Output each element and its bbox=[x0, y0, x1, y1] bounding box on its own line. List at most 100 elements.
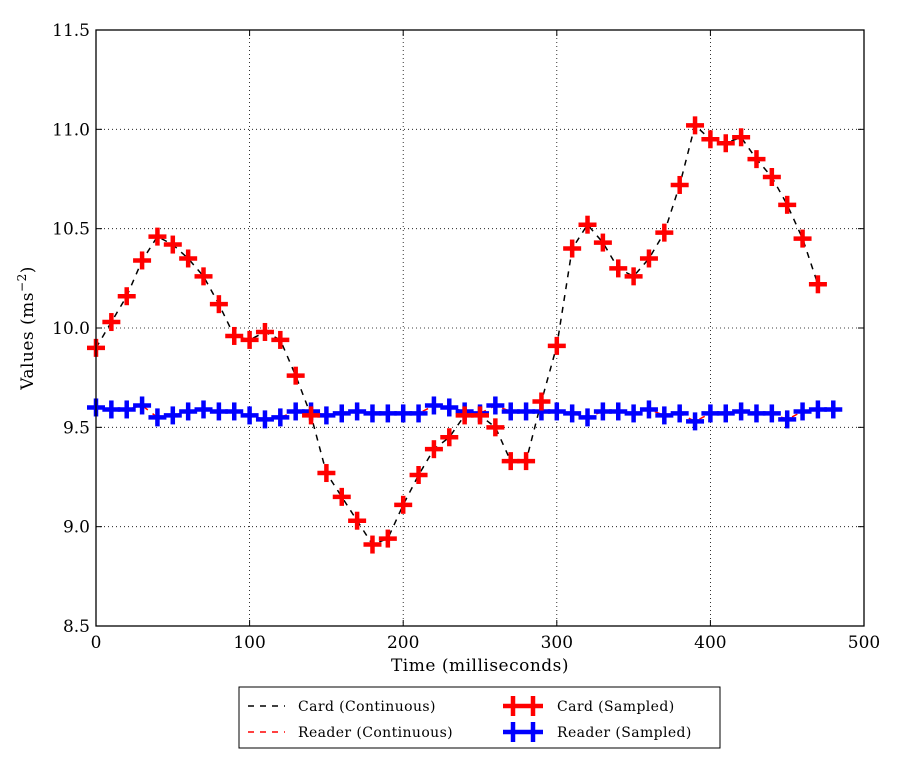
legend: Card (Continuous) Reader (Continuous) Ca… bbox=[238, 686, 721, 749]
marker-reader-sampled bbox=[163, 406, 182, 425]
marker-reader-sampled bbox=[317, 406, 336, 425]
marker-card-sampled bbox=[225, 326, 244, 345]
x-tick-label: 100 bbox=[233, 633, 265, 653]
y-tick-label: 10.5 bbox=[52, 220, 90, 240]
marker-reader-sampled bbox=[624, 404, 643, 423]
y-tick-label: 9.5 bbox=[63, 418, 90, 438]
marker-card-sampled bbox=[517, 452, 536, 471]
marker-reader-sampled bbox=[686, 412, 705, 431]
marker-reader-sampled bbox=[563, 404, 582, 423]
marker-reader-sampled bbox=[716, 404, 735, 423]
legend-entry-reader-continuous: Reader (Continuous) bbox=[248, 725, 453, 741]
plot-markers bbox=[87, 116, 843, 554]
marker-reader-sampled bbox=[762, 404, 781, 423]
marker-reader-sampled bbox=[179, 402, 198, 421]
marker-card-sampled bbox=[455, 406, 474, 425]
marker-reader-sampled bbox=[808, 400, 827, 419]
marker-card-sampled bbox=[163, 235, 182, 254]
marker-card-sampled bbox=[424, 440, 443, 459]
marker-card-sampled bbox=[302, 406, 321, 425]
y-tick-label: 9.0 bbox=[63, 518, 90, 538]
marker-card-sampled bbox=[255, 322, 274, 341]
marker-card-sampled bbox=[409, 466, 428, 485]
y-axis-label-main: Values (ms bbox=[18, 292, 38, 391]
marker-reader-sampled bbox=[102, 400, 121, 419]
marker-card-sampled bbox=[532, 392, 551, 411]
marker-card-sampled bbox=[194, 267, 213, 286]
marker-card-sampled bbox=[117, 287, 136, 306]
marker-reader-sampled bbox=[609, 402, 628, 421]
legend-label-reader-continuous: Reader (Continuous) bbox=[298, 725, 453, 741]
marker-reader-sampled bbox=[332, 404, 351, 423]
y-axis-label-superscript: −2 bbox=[15, 273, 29, 292]
marker-reader-sampled bbox=[378, 404, 397, 423]
x-tick-label: 400 bbox=[694, 633, 726, 653]
marker-card-sampled bbox=[486, 418, 505, 437]
legend-box bbox=[238, 686, 721, 749]
marker-reader-sampled bbox=[517, 402, 536, 421]
y-tick-label: 8.5 bbox=[63, 617, 90, 637]
marker-card-sampled bbox=[655, 223, 674, 242]
marker-reader-sampled bbox=[732, 402, 751, 421]
tick-labels: 0 100 200 300 400 500 8.5 9.0 9.5 10.0 10.5 11.0 11.… bbox=[52, 21, 880, 653]
legend-entry-reader-sampled: Reader (Sampled) bbox=[503, 722, 692, 742]
x-axis-label: Time (milliseconds) bbox=[391, 656, 569, 676]
marker-reader-sampled bbox=[547, 402, 566, 421]
y-axis-label-close: ) bbox=[18, 266, 38, 273]
marker-reader-sampled bbox=[409, 404, 428, 423]
marker-card-sampled bbox=[133, 251, 152, 270]
marker-card-sampled bbox=[240, 330, 259, 349]
marker-card-sampled bbox=[471, 406, 489, 425]
grid bbox=[96, 30, 864, 626]
marker-reader-sampled bbox=[194, 400, 213, 419]
x-tick-label: 0 bbox=[91, 633, 102, 653]
marker-card-sampled bbox=[793, 229, 812, 248]
marker-reader-sampled bbox=[578, 408, 597, 427]
legend-label-card-sampled: Card (Sampled) bbox=[557, 699, 675, 715]
marker-reader-sampled bbox=[793, 402, 812, 421]
marker-card-sampled bbox=[394, 495, 413, 514]
x-tick-label: 200 bbox=[387, 633, 419, 653]
marker-card-sampled bbox=[547, 336, 566, 355]
marker-reader-sampled bbox=[824, 400, 843, 419]
marker-reader-sampled bbox=[271, 408, 290, 427]
y-tick-label: 11.0 bbox=[52, 120, 90, 140]
y-tick-label: 11.5 bbox=[52, 21, 90, 41]
legend-swatch-reader-sampled bbox=[503, 722, 543, 742]
marker-card-sampled bbox=[378, 529, 397, 548]
marker-card-sampled bbox=[609, 259, 628, 278]
y-tick-label: 10.0 bbox=[52, 319, 90, 339]
y-axis-label: Values (ms−2) bbox=[15, 266, 38, 391]
marker-card-sampled bbox=[686, 116, 705, 135]
marker-card-sampled bbox=[578, 215, 597, 234]
legend-label-reader-sampled: Reader (Sampled) bbox=[557, 725, 692, 741]
marker-card-sampled bbox=[747, 150, 766, 169]
marker-reader-sampled bbox=[747, 404, 766, 423]
legend-entry-card-sampled: Card (Sampled) bbox=[503, 696, 675, 716]
marker-card-sampled bbox=[593, 233, 612, 252]
marker-card-sampled bbox=[701, 130, 720, 149]
marker-card-sampled bbox=[179, 249, 198, 268]
marker-reader-sampled bbox=[670, 404, 689, 423]
marker-reader-sampled bbox=[363, 404, 382, 423]
marker-card-sampled bbox=[102, 313, 121, 332]
marker-card-sampled bbox=[624, 267, 643, 286]
marker-card-sampled bbox=[639, 249, 658, 268]
x-tick-label: 500 bbox=[848, 633, 880, 653]
marker-reader-sampled bbox=[255, 410, 274, 429]
marker-card-sampled bbox=[348, 511, 367, 530]
marker-card-sampled bbox=[440, 428, 459, 447]
marker-reader-sampled bbox=[424, 396, 443, 415]
marker-card-sampled bbox=[778, 195, 797, 214]
marker-reader-sampled bbox=[486, 396, 505, 415]
ticks bbox=[95, 29, 865, 627]
marker-reader-sampled bbox=[225, 402, 244, 421]
marker-card-sampled bbox=[732, 128, 751, 147]
marker-reader-sampled bbox=[440, 398, 459, 417]
legend-swatch-card-sampled bbox=[503, 696, 543, 716]
marker-reader-sampled bbox=[286, 402, 305, 421]
x-tick-label: 300 bbox=[541, 633, 573, 653]
marker-reader-sampled bbox=[348, 402, 367, 421]
